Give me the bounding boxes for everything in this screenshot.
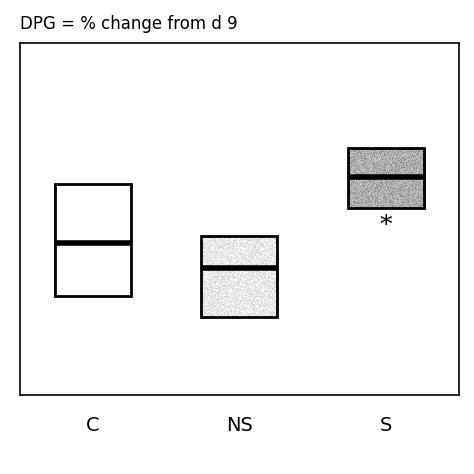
- Bar: [55, 183, 131, 296]
- Text: *: *: [380, 214, 392, 237]
- Bar: [201, 237, 277, 318]
- Text: DPG = % change from d 9: DPG = % change from d 9: [20, 15, 237, 33]
- Bar: [348, 148, 424, 208]
